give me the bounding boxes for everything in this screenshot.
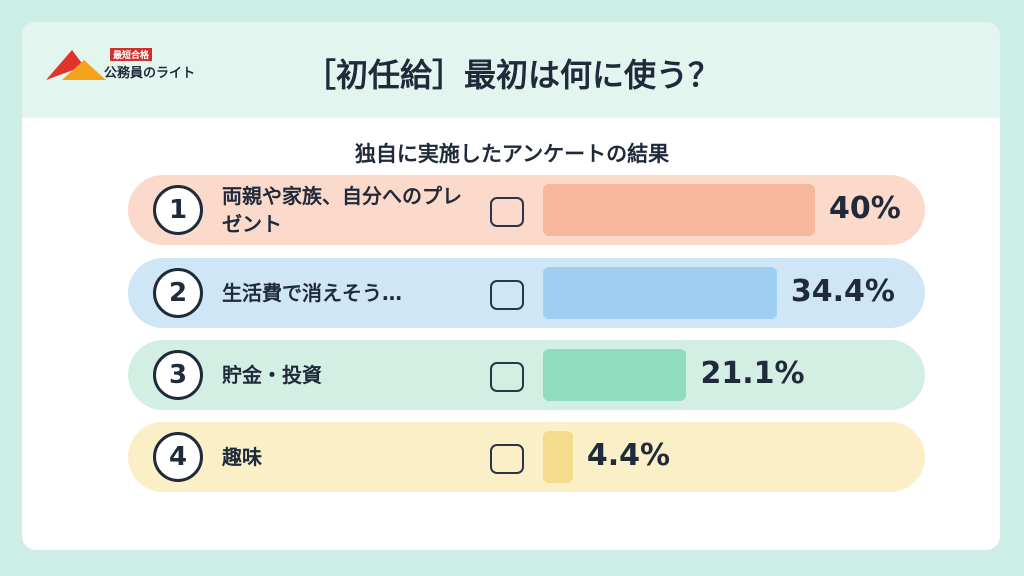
row-background bbox=[128, 340, 925, 410]
value-label: 21.1% bbox=[700, 356, 805, 391]
bar bbox=[543, 184, 815, 236]
logo-badge: 最短合格 bbox=[110, 48, 153, 61]
icon bbox=[490, 280, 524, 310]
chart-subtitle: 独自に実施したアンケートの結果 bbox=[354, 142, 670, 166]
icon bbox=[490, 444, 524, 474]
chart-title: ［初任給］最初は何に使う？ bbox=[303, 56, 720, 94]
logo-name: 公務員のライト bbox=[104, 66, 196, 81]
header-band bbox=[22, 22, 1000, 118]
category-label: 生活費で消えそう… bbox=[222, 281, 402, 305]
category-label: 両親や家族、自分へのプレゼント bbox=[222, 184, 462, 236]
rank-badge: 1 bbox=[153, 185, 203, 235]
value-label: 4.4% bbox=[586, 438, 671, 473]
rank-badge: 3 bbox=[153, 350, 203, 400]
value-label: 34.4% bbox=[790, 274, 895, 309]
row-background bbox=[128, 258, 925, 328]
rank-badge: 4 bbox=[153, 432, 203, 482]
category-label: 貯金・投資 bbox=[222, 363, 322, 387]
value-label: 40% bbox=[829, 191, 901, 226]
logo-mark bbox=[46, 50, 106, 80]
category-label: 趣味 bbox=[222, 445, 262, 469]
row-background bbox=[128, 422, 925, 492]
icon bbox=[490, 197, 524, 227]
rank-badge: 2 bbox=[153, 268, 203, 318]
bar bbox=[543, 349, 687, 401]
bar bbox=[543, 431, 573, 483]
bar bbox=[543, 267, 777, 319]
icon bbox=[490, 362, 524, 392]
